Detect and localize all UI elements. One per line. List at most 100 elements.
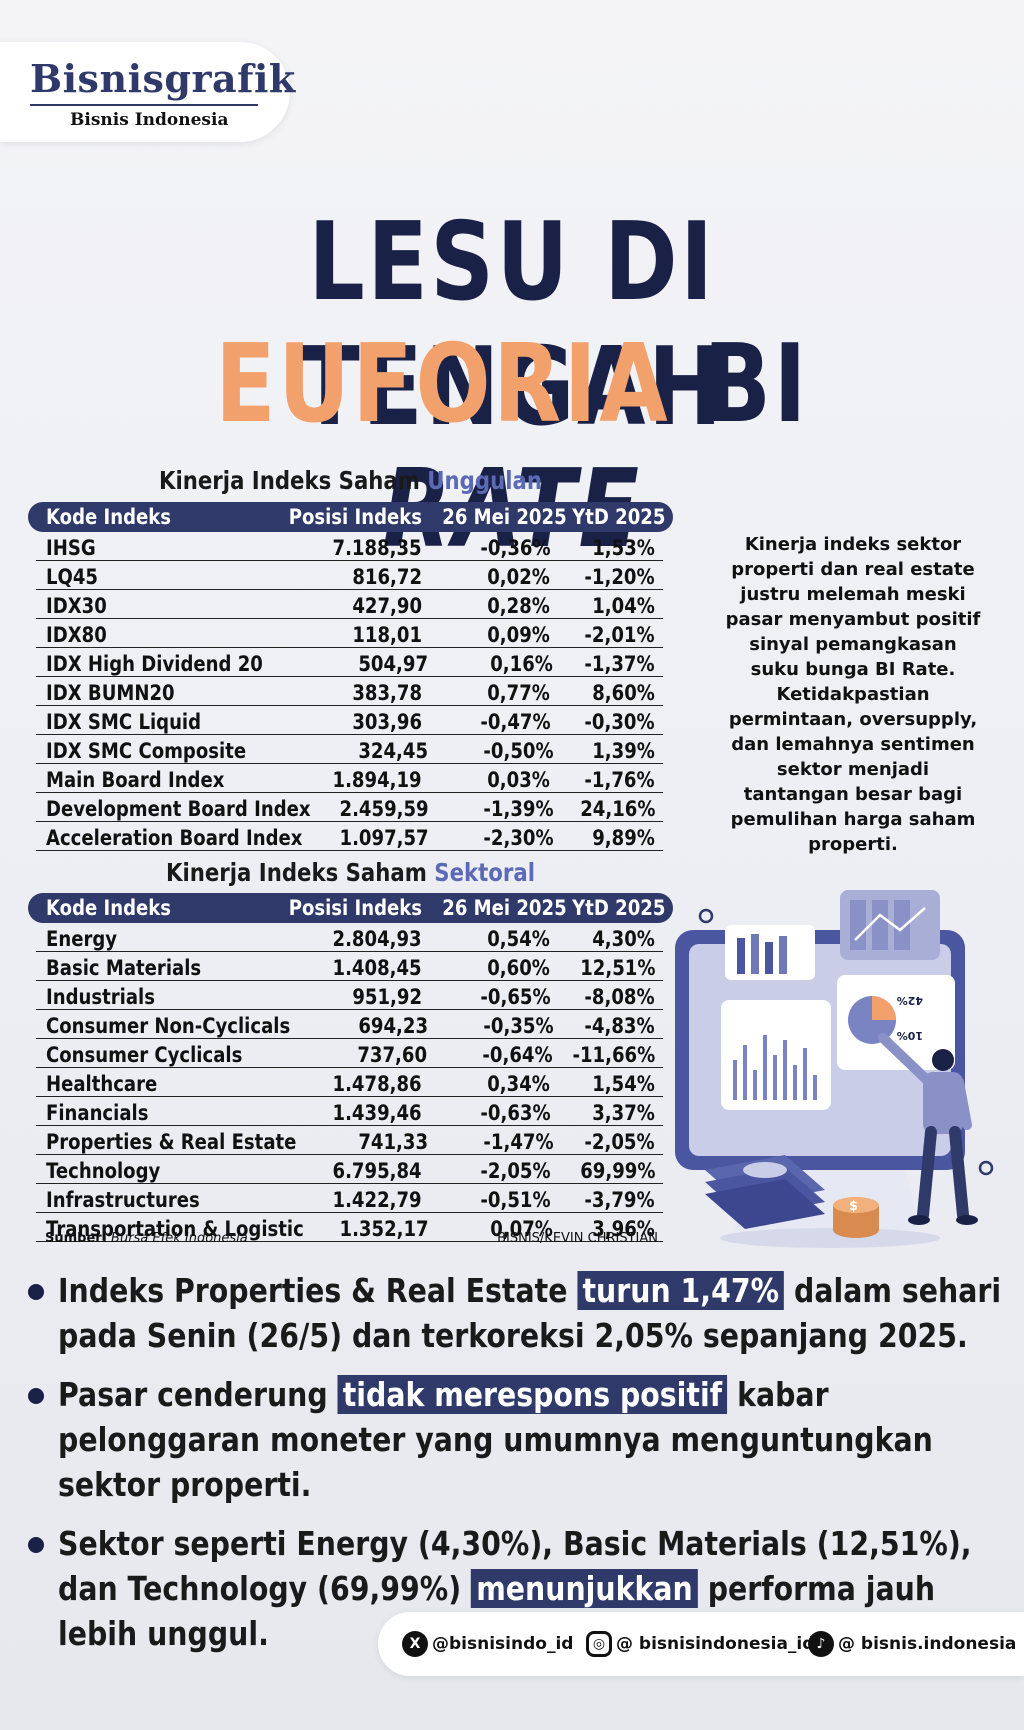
decor-circle-icon (978, 1160, 994, 1176)
table-cell: Industrials (36, 985, 265, 1009)
table-cell: 0,16% (429, 652, 554, 676)
cell-value: 7.188,35 (332, 536, 422, 560)
table-cell: 694,23 (276, 1014, 429, 1038)
bullet-dot-icon (28, 1537, 44, 1553)
cell-value: LQ45 (46, 565, 99, 589)
cell-value: 1.097,57 (339, 826, 429, 850)
table-unggulan-title: Kinerja Indeks Saham Unggulan (76, 466, 624, 495)
table-cell: -0,64% (428, 1043, 553, 1067)
cell-value: -0,50% (483, 739, 554, 763)
table-row: Financials 1.439,46 -0,63% 3,37% (36, 1097, 663, 1126)
table-cell: 69,99% (550, 1159, 663, 1183)
social-x[interactable]: X @bisnisindo_id (402, 1631, 573, 1657)
cell-value: -1,37% (584, 652, 656, 676)
table-cell: 0,09% (422, 623, 551, 647)
cell-value: -1,20% (584, 565, 655, 589)
column-header-label: Posisi Indeks (288, 505, 422, 529)
cell-value: 0,07% (490, 1217, 554, 1241)
money-stack-icon (705, 1155, 825, 1229)
decor-circle-icon (698, 908, 714, 924)
cell-value: -1,47% (483, 1130, 554, 1154)
source-note: Sumber: Bursa Efek Indonesia (45, 1231, 248, 1246)
cell-value: -3,79% (584, 1188, 655, 1212)
cell-value: Basic Materials (46, 956, 202, 980)
table-cell: -0,47% (422, 710, 550, 734)
cell-value: -11,66% (572, 1043, 655, 1067)
table-cell: 7.188,35 (265, 536, 422, 560)
bullet-item: Sektor seperti Energy (4,30%), Basic Mat… (22, 1521, 1012, 1656)
cell-value: Acceleration Board Index (46, 826, 303, 850)
cell-value: 8,60% (592, 681, 655, 705)
cell-value: 2.804,93 (332, 927, 422, 951)
table-row: IDX High Dividend 20 504,97 0,16% -1,37% (36, 648, 663, 677)
table-cell: 9,89% (553, 826, 663, 850)
cell-value: Consumer Non-Cyclicals (46, 1014, 291, 1038)
cell-value: -0,64% (482, 1043, 553, 1067)
table-cell: 816,72 (265, 565, 422, 589)
bullet-text: kabar pelonggaran moneter yang umumnya m… (58, 1375, 933, 1504)
table-cell: 1,54% (550, 1072, 663, 1096)
table-cell: 1,39% (553, 739, 663, 763)
bullet-highlight: tidak merespons positif (337, 1375, 728, 1414)
table-row: Energy 2.804,93 0,54% 4,30% (36, 923, 663, 952)
table-cell: 0,34% (422, 1072, 551, 1096)
cell-value: 0,54% (487, 927, 551, 951)
column-header: Kode Indeks (28, 896, 265, 920)
cell-value: 12,51% (579, 956, 655, 980)
bullet-highlight: turun 1,47% (577, 1271, 785, 1310)
table-cell: 951,92 (265, 985, 422, 1009)
table-cell: Properties & Real Estate (36, 1130, 296, 1154)
table-cell: 2.459,59 (276, 797, 428, 821)
social-handle: @bisnisindo_id (432, 1634, 574, 1654)
pie-label-bottom: 10% (897, 1029, 923, 1042)
cell-value: 118,01 (352, 623, 422, 647)
table-cell: 4,30% (550, 927, 663, 951)
table-cell: Transportation & Logistic (36, 1217, 304, 1241)
table-row: Main Board Index 1.894,19 0,03% -1,76% (36, 764, 663, 793)
cell-value: IDX SMC Composite (46, 739, 247, 763)
table-cell: 383,78 (265, 681, 422, 705)
cell-value: 6.795,84 (332, 1159, 422, 1183)
social-tiktok[interactable]: ♪ @ bisnis.indonesia (808, 1631, 1016, 1657)
table-unggulan: Kode Indeks Posisi Indeks 26 Mei 2025 YtD 2… (28, 502, 673, 851)
table-row: Development Board Index 2.459,59 -1,39% 24,… (36, 793, 663, 822)
cell-value: -0,47% (480, 710, 551, 734)
table-cell: Infrastructures (36, 1188, 265, 1212)
table-cell: 737,60 (274, 1043, 428, 1067)
cell-value: Energy (46, 927, 118, 951)
cell-value: -0,35% (483, 1014, 554, 1038)
cell-value: Development Board Index (46, 797, 311, 821)
table-cell: IDX30 (36, 594, 265, 618)
table-cell: 303,96 (265, 710, 422, 734)
table-cell: -0,65% (422, 985, 550, 1009)
table-cell: Energy (36, 927, 265, 951)
table-cell: 0,60% (422, 956, 551, 980)
floor-shadow (720, 1228, 940, 1248)
table-cell: -2,05% (422, 1159, 550, 1183)
table-cell: -0,51% (422, 1188, 550, 1212)
table-cell: LQ45 (36, 565, 265, 589)
table-cell: 6.795,84 (265, 1159, 422, 1183)
table-row: IDX80 118,01 0,09% -2,01% (36, 619, 663, 648)
table-cell: -2,30% (429, 826, 553, 850)
table-row: Consumer Non-Cyclicals 694,23 -0,35% -4,83% (36, 1010, 663, 1039)
table-cell: IHSG (36, 536, 265, 560)
cell-value: -1,39% (483, 797, 554, 821)
cell-value: 0,60% (487, 956, 551, 980)
cell-value: -0,65% (480, 985, 551, 1009)
social-instagram[interactable]: ◎ @ bisnisindonesia_id (586, 1631, 814, 1657)
cell-value: -8,08% (584, 985, 655, 1009)
table-cell: -1,76% (550, 768, 663, 792)
column-header-label: 26 Mei 2025 (441, 896, 567, 920)
table-title-text: Kinerja Indeks Saham (165, 858, 435, 887)
column-header: 26 Mei 2025 (422, 896, 566, 920)
table-row: IHSG 7.188,35 -0,36% 1,53% (36, 532, 663, 561)
coin-stack-icon: $ (833, 1197, 879, 1238)
cell-value: -4,83% (584, 1014, 656, 1038)
column-header-label: Kode Indeks (46, 896, 172, 920)
cell-value: IDX BUMN20 (46, 681, 175, 705)
cell-value: Industrials (46, 985, 155, 1009)
cell-value: 24,16% (579, 797, 656, 821)
table-cell: Technology (36, 1159, 265, 1183)
column-header-label: YtD 2025 (571, 505, 665, 529)
